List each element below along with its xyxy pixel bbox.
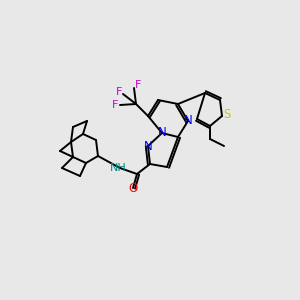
Text: O: O	[128, 182, 138, 194]
Text: N: N	[158, 127, 166, 140]
Text: F: F	[112, 100, 118, 110]
Text: NH: NH	[110, 163, 126, 173]
Text: N: N	[184, 115, 192, 128]
Text: F: F	[116, 87, 122, 97]
Text: N: N	[144, 140, 152, 152]
Text: F: F	[135, 80, 141, 90]
Text: S: S	[223, 107, 231, 121]
